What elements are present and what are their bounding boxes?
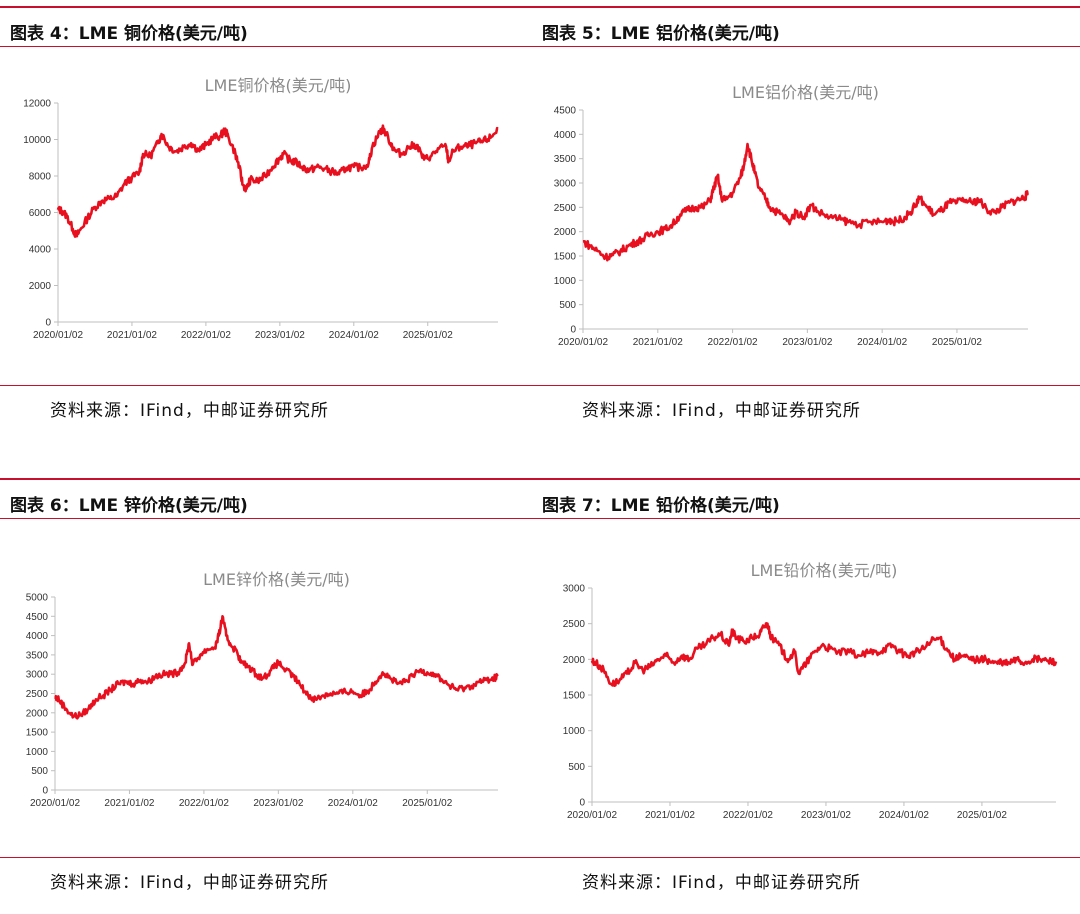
y-tick-label: 2000 (29, 281, 52, 292)
x-tick-label: 2020/01/02 (30, 798, 80, 809)
top-rule (0, 6, 532, 8)
y-tick-label: 4500 (26, 612, 49, 623)
x-tick-label: 2021/01/02 (633, 337, 683, 348)
x-tick-label: 2024/01/02 (857, 337, 907, 348)
y-tick-label: 0 (42, 786, 48, 797)
header-rule (532, 46, 1080, 47)
y-tick-label: 500 (568, 762, 585, 773)
series-line (54, 615, 499, 720)
y-tick-label: 12000 (23, 99, 51, 110)
y-tick-label: 10000 (23, 135, 51, 146)
figure-panel: 图表 6：LME 锌价格(美元/吨) LME锌价格(美元/吨) 0 500 1000 1… (0, 472, 532, 914)
y-tick-label: 6000 (29, 208, 52, 219)
figure-header: 图表 6：LME 锌价格(美元/吨) (10, 496, 248, 516)
figure-panel: 图表 4：LME 铜价格(美元/吨) LME铜价格(美元/吨) 0 2000 4000… (0, 0, 532, 442)
figure-header: 图表 4：LME 铜价格(美元/吨) (10, 24, 248, 44)
x-tick-label: 2022/01/02 (723, 810, 773, 821)
x-tick-label: 2021/01/02 (645, 810, 695, 821)
header-rule (0, 518, 532, 519)
series-line (582, 142, 1029, 262)
x-tick-label: 2025/01/02 (957, 810, 1007, 821)
y-tick-label: 1000 (554, 276, 577, 287)
x-tick-label: 2024/01/02 (329, 330, 379, 341)
x-tick-label: 2025/01/02 (932, 337, 982, 348)
y-tick-label: 4000 (554, 130, 577, 141)
x-tick-label: 2023/01/02 (255, 330, 305, 341)
y-tick-label: 2000 (563, 655, 586, 666)
source-note: 资料来源：IFind，中邮证券研究所 (50, 873, 329, 893)
x-tick-label: 2022/01/02 (708, 337, 758, 348)
figure-header: 图表 5：LME 铝价格(美元/吨) (542, 24, 780, 44)
series-line (56, 124, 499, 238)
source-note: 资料来源：IFind，中邮证券研究所 (582, 873, 861, 893)
chart-title: LME铜价格(美元/吨) (205, 76, 352, 95)
figure-panel: 图表 7：LME 铅价格(美元/吨) LME铅价格(美元/吨) 0 500 1000 1… (532, 472, 1080, 914)
x-tick-label: 2022/01/02 (181, 330, 231, 341)
x-tick-label: 2025/01/02 (402, 798, 452, 809)
y-tick-label: 1000 (563, 726, 586, 737)
y-tick-label: 2500 (26, 689, 49, 700)
series-line (590, 622, 1058, 687)
y-tick-label: 2000 (26, 708, 49, 719)
y-tick-label: 0 (579, 798, 585, 809)
y-tick-label: 0 (570, 325, 576, 336)
x-tick-label: 2020/01/02 (33, 330, 83, 341)
y-tick-label: 1500 (563, 691, 586, 702)
x-tick-label: 2024/01/02 (328, 798, 378, 809)
chart-title: LME锌价格(美元/吨) (203, 570, 350, 589)
chart-title: LME铅价格(美元/吨) (751, 561, 898, 580)
x-tick-label: 2021/01/02 (107, 330, 157, 341)
x-tick-label: 2023/01/02 (253, 798, 303, 809)
source-note: 资料来源：IFind，中邮证券研究所 (582, 401, 861, 421)
chart-title: LME铝价格(美元/吨) (732, 83, 879, 102)
y-tick-label: 2000 (554, 227, 577, 238)
source-note: 资料来源：IFind，中邮证券研究所 (50, 401, 329, 421)
figure-header: 图表 7：LME 铅价格(美元/吨) (542, 496, 780, 516)
bottom-rule (532, 385, 1080, 386)
x-tick-label: 2021/01/02 (104, 798, 154, 809)
y-tick-label: 500 (559, 300, 576, 311)
y-tick-label: 4500 (554, 106, 577, 117)
line-chart: LME铜价格(美元/吨) 0 2000 4000 6000 8000 10000 12000 2… (23, 76, 499, 341)
y-tick-label: 2500 (554, 203, 577, 214)
y-tick-label: 3000 (26, 670, 49, 681)
line-chart: LME铝价格(美元/吨) 0 500 1000 1500 2000 2500 3000 3500… (554, 83, 1029, 348)
x-tick-label: 2023/01/02 (801, 810, 851, 821)
top-rule (532, 6, 1080, 8)
x-tick-label: 2022/01/02 (179, 798, 229, 809)
y-tick-label: 4000 (26, 631, 49, 642)
x-tick-label: 2024/01/02 (879, 810, 929, 821)
y-tick-label: 4000 (29, 245, 52, 256)
y-tick-label: 3000 (554, 179, 577, 190)
y-tick-label: 1500 (26, 728, 49, 739)
line-chart: LME铅价格(美元/吨) 0 500 1000 1500 2000 2500 3000 2020… (563, 561, 1058, 821)
y-tick-label: 0 (45, 318, 51, 329)
y-tick-label: 500 (31, 766, 48, 777)
top-rule (532, 478, 1080, 480)
y-tick-label: 1500 (554, 252, 577, 263)
y-tick-label: 3000 (563, 584, 586, 595)
x-tick-label: 2023/01/02 (782, 337, 832, 348)
y-tick-label: 3500 (26, 650, 49, 661)
x-tick-label: 2020/01/02 (558, 337, 608, 348)
y-tick-label: 1000 (26, 747, 49, 758)
figure-panel: 图表 5：LME 铝价格(美元/吨) LME铝价格(美元/吨) 0 500 1000 1… (532, 0, 1080, 442)
top-rule (0, 478, 532, 480)
y-tick-label: 2500 (563, 619, 586, 630)
bottom-rule (532, 857, 1080, 858)
y-tick-label: 5000 (26, 593, 49, 604)
line-chart: LME锌价格(美元/吨) 0 500 1000 1500 2000 2500 3000 3500… (26, 570, 499, 809)
x-tick-label: 2020/01/02 (567, 810, 617, 821)
x-tick-label: 2025/01/02 (403, 330, 453, 341)
header-rule (532, 518, 1080, 519)
bottom-rule (0, 385, 532, 386)
y-tick-label: 3500 (554, 154, 577, 165)
bottom-rule (0, 857, 532, 858)
header-rule (0, 46, 532, 47)
y-tick-label: 8000 (29, 172, 52, 183)
